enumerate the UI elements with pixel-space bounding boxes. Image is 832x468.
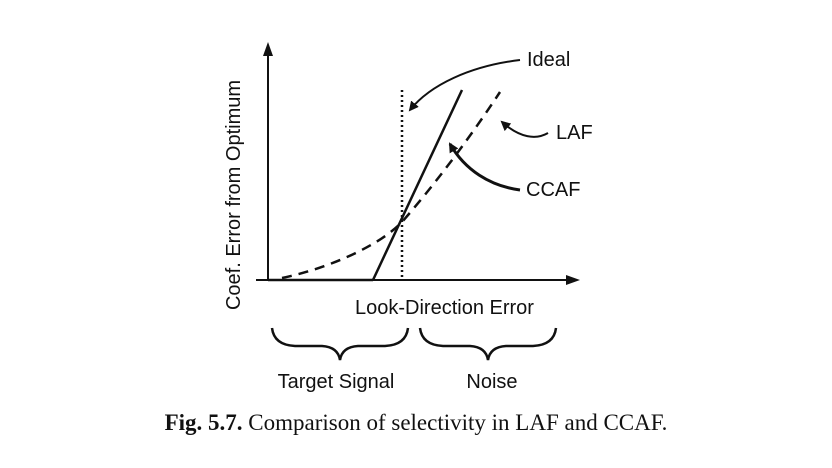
ideal-pointer-arrow [408,59,521,112]
target-signal-label: Target Signal [278,371,395,393]
x-axis-label: Look-Direction Error [355,297,534,319]
laf-curve [281,91,502,280]
ccaf-label: CCAF [526,179,580,201]
y-axis-label: Coef. Error from Optimum [223,80,245,310]
target-signal-brace [270,327,410,361]
caption-text: Comparison of selectivity in LAF and CCA… [248,410,668,435]
laf-label: LAF [556,122,593,144]
noise-brace [418,327,558,361]
figure-number: Fig. 5.7. [164,410,243,435]
laf-pointer-arrow [500,120,549,138]
x-axis-arrowhead [566,275,580,285]
ideal-label: Ideal [527,49,570,71]
ccaf-curve [371,89,464,281]
noise-label: Noise [466,371,517,393]
figure-caption: Fig. 5.7. Comparison of selectivity in L… [0,410,832,436]
ccaf-pointer-arrow [448,142,521,192]
y-axis-arrowhead [263,42,273,56]
